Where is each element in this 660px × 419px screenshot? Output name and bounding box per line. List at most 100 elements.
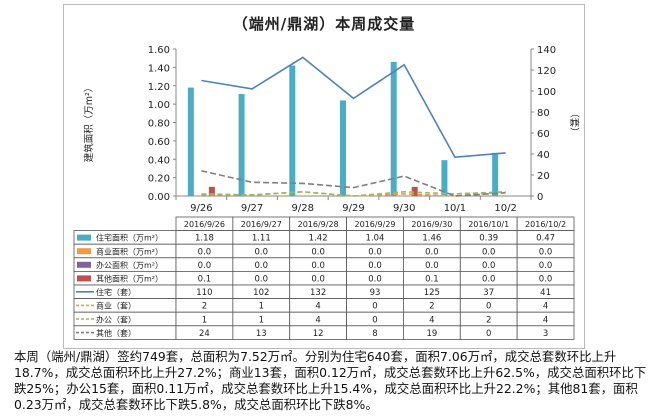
table-cell-value: 1	[202, 315, 207, 325]
table-cell-value: 0.0	[539, 275, 553, 285]
line-series-0	[201, 56, 506, 159]
table-cell-value: 0.0	[425, 247, 439, 257]
legend-label: 商业（套）	[96, 301, 136, 311]
table-cell-value: 1	[259, 302, 264, 312]
x-tick-label: 9/28	[292, 203, 314, 214]
table-cell-value: 93	[370, 288, 381, 298]
table-header-label: 2016/10/2	[525, 220, 566, 229]
table-header-label: 2016/9/30	[411, 220, 452, 229]
table-cell-value: 0.0	[368, 275, 382, 285]
table-cell-value: 8	[372, 329, 377, 339]
summary-paragraph: 本周（端州/鼎湖）签约749套，总面积为7.52万㎡。分别为住宅640套，面积7…	[14, 349, 647, 412]
legend-label: 办公面积（万m²）	[96, 260, 163, 270]
chart-canvas: 0.000.200.400.600.801.001.201.401.600204…	[73, 45, 580, 340]
right-tick-label: 80	[537, 108, 550, 119]
left-tick-label: 1.00	[148, 100, 170, 111]
summary-text: 本周（端州/鼎湖）签约749套，总面积为7.52万㎡。分别为住宅640套，面积7…	[14, 349, 654, 413]
table-cell-value: 1.04	[366, 234, 385, 244]
x-tick-label: 9/29	[342, 203, 364, 214]
table-header-label: 2016/9/28	[298, 220, 339, 229]
table-cell-value: 2	[486, 315, 491, 325]
x-tick-label: 10/2	[494, 203, 516, 214]
table-cell-value: 0.0	[368, 261, 382, 271]
left-tick-label: 0.80	[148, 119, 170, 130]
left-tick-label: 0.00	[148, 192, 170, 203]
table-cell-value: 4	[315, 315, 320, 325]
legend-label: 商业面积（万m²）	[96, 246, 163, 256]
left-tick-label: 1.40	[148, 63, 170, 74]
bar-0-0	[187, 87, 194, 196]
y2-axis-label: （套）	[568, 108, 580, 137]
table-cell-value: 0.1	[198, 275, 212, 285]
right-tick-label: 0	[537, 192, 543, 203]
table-cell-value: 37	[483, 288, 494, 298]
table-cell-value: 0.39	[479, 234, 498, 244]
table-cell-value: 4	[315, 302, 320, 312]
legend-label: 住宅（套）	[96, 287, 136, 297]
table-cell-value: 4	[429, 315, 434, 325]
x-tick-label: 9/30	[393, 203, 415, 214]
legend-key-bar	[77, 275, 91, 282]
table-cell-value: 1	[259, 315, 264, 325]
left-tick-label: 0.60	[148, 137, 170, 148]
left-tick-label: 0.20	[148, 174, 170, 185]
table-cell-value: 0.0	[311, 261, 325, 271]
table-cell-value: 4	[543, 315, 548, 325]
table-header-label: 2016/9/26	[184, 220, 225, 229]
table-cell-value: 0.0	[482, 275, 496, 285]
table-cell-value: 3	[543, 329, 548, 339]
legend-label: 其他面积（万m²）	[96, 274, 163, 284]
table-cell-value: 0.0	[482, 247, 496, 257]
bar-0-6	[492, 152, 499, 196]
table-header-label: 2016/9/29	[354, 220, 395, 229]
table-cell-value: 0.0	[311, 247, 325, 257]
table-header-label: 2016/9/27	[241, 220, 282, 229]
bar-0-3	[340, 100, 346, 196]
table-cell-value: 1.46	[422, 234, 441, 244]
line-series-2	[201, 190, 506, 197]
table-cell-value: 1.11	[252, 234, 271, 244]
bar-3-0	[208, 186, 215, 196]
table-cell-value: 0.0	[482, 261, 496, 271]
right-tick-label: 140	[537, 45, 556, 56]
x-tick-label: 9/27	[241, 203, 263, 214]
table-cell-value: 0	[372, 315, 377, 325]
table-cell-value: 0.0	[311, 275, 325, 285]
table-cell-value: 0	[372, 302, 377, 312]
table-cell-value: 0.0	[539, 261, 553, 271]
table-cell-value: 0.0	[255, 247, 269, 257]
table-cell-value: 2	[202, 302, 207, 312]
table-cell-value: 0.0	[425, 261, 439, 271]
x-tick-label: 9/26	[190, 203, 212, 214]
chart-title: （端州/鼎湖）本周成交量	[232, 15, 416, 33]
table-cell-value: 4	[543, 302, 548, 312]
right-tick-label: 60	[537, 129, 550, 140]
left-tick-label: 1.60	[148, 45, 170, 56]
table-cell-value: 0.0	[539, 247, 553, 257]
bar-0-5	[441, 160, 448, 196]
table-cell-value: 0.0	[198, 247, 212, 257]
line-series-3	[201, 170, 506, 197]
bar-3-4	[411, 186, 418, 196]
legend-label: 住宅面积（万m²）	[96, 233, 163, 243]
table-cell-value: 19	[426, 329, 437, 339]
table-cell-value: 132	[310, 288, 326, 298]
table-cell-value: 41	[540, 288, 551, 298]
table-cell	[516, 325, 575, 340]
x-tick-label: 10/1	[444, 203, 466, 214]
table-cell-value: 0	[486, 329, 491, 339]
table-cell-value: 0.0	[368, 247, 382, 257]
table-cell-value: 0.47	[536, 234, 555, 244]
table-cell-value: 110	[196, 288, 212, 298]
table-cell-value: 2	[429, 302, 434, 312]
table-cell-value: 0.0	[198, 261, 212, 271]
table-cell-value: 24	[199, 329, 210, 339]
table-header-label: 2016/10/1	[468, 220, 509, 229]
legend-key-bar	[77, 261, 91, 268]
bar-0-4	[390, 61, 397, 196]
bar-0-2	[289, 65, 296, 196]
table-cell-value: 0.1	[425, 275, 439, 285]
chart-frame: （端州/鼎湖）本周成交量 0.00 0.20 0.40 0.60 0.80 1.00 1.2…	[63, 4, 585, 349]
legend-key-bar	[77, 248, 91, 255]
right-tick-label: 120	[537, 66, 556, 77]
